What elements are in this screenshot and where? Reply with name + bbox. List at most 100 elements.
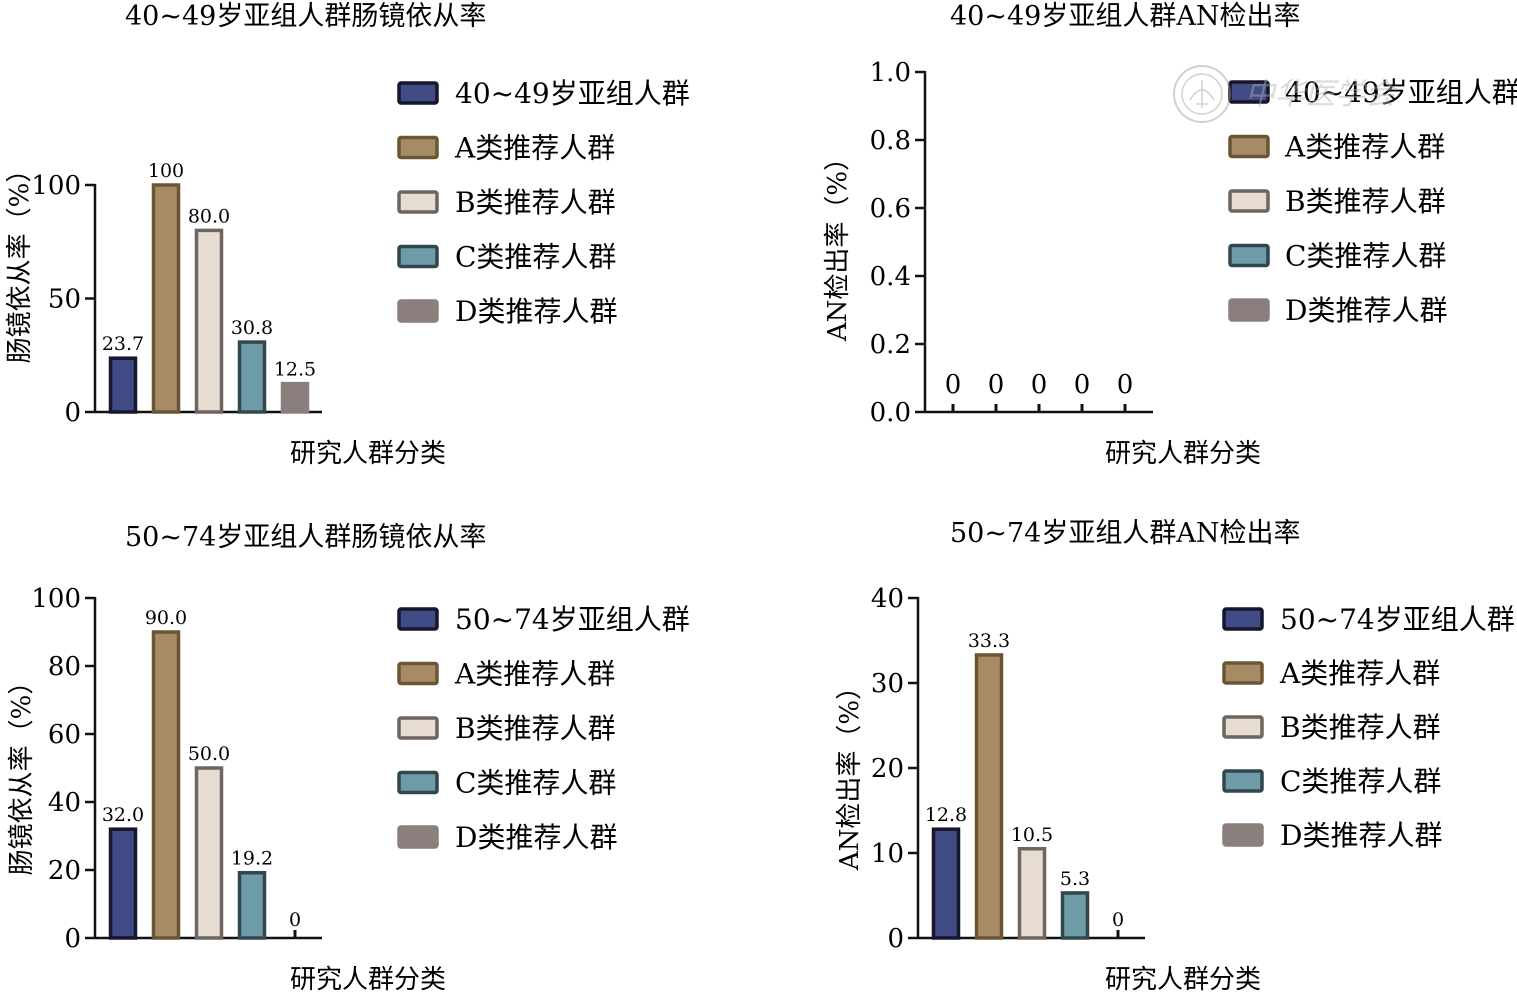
x-axis-label: 研究人群分类 — [1105, 439, 1261, 469]
y-tick-label: 40 — [871, 584, 904, 614]
chart-panel-2: 40~49岁亚组人群AN检出率 0.0 0.2 0.4 0.6 0.8 1.0 AN检出率（%… — [823, 1, 1517, 469]
y-tick-label: 0.0 — [870, 398, 911, 428]
y-tick-label: 40 — [48, 788, 81, 818]
chart-panel-3: 50~74岁亚组人群肠镜依从率 0 20 40 60 80 100 肠镜依从率（%） 研究人群分… — [7, 522, 690, 993]
watermark-text: 中华医学会 — [1245, 77, 1398, 112]
legend-label-4: C类推荐人群 — [455, 241, 616, 274]
chart-title: 50~74岁亚组人群肠镜依从率 — [125, 522, 486, 553]
y-axis-label: 肠镜依从率（%） — [7, 669, 37, 876]
bar-value-label: 0 — [289, 909, 301, 931]
chart-title: 40~49岁亚组人群肠镜依从率 — [125, 1, 486, 32]
y-tick-label: 20 — [871, 754, 904, 784]
y-tick-label: 0.8 — [870, 126, 911, 156]
bar-value-label: 19.2 — [231, 848, 273, 870]
legend-swatch-5 — [1222, 823, 1264, 847]
bar-value-label: 33.3 — [968, 630, 1010, 652]
bar-4 — [237, 870, 267, 940]
bar-value-label: 90.0 — [145, 607, 187, 629]
legend-swatch-1 — [397, 607, 439, 631]
y-tick-label: 10 — [871, 839, 904, 869]
bar-value-label: 80.0 — [188, 205, 230, 227]
y-tick-label: 0.6 — [870, 194, 911, 224]
y-axis-label: 肠镜依从率（%） — [5, 157, 35, 364]
legend-swatch-3 — [397, 716, 439, 740]
legend-label-4: C类推荐人群 — [1285, 240, 1446, 273]
bar-value-label: 0 — [945, 370, 962, 400]
y-tick-label: 50 — [48, 285, 81, 315]
bar-value-label: 0 — [988, 370, 1005, 400]
legend-label-2: A类推荐人群 — [1279, 657, 1440, 690]
chart-title: 50~74岁亚组人群AN检出率 — [950, 518, 1300, 549]
bar-value-label: 5.3 — [1060, 868, 1090, 890]
watermark: 中华医学会 — [1173, 65, 1398, 123]
y-tick-label: 30 — [871, 669, 904, 699]
legend-label-5: D类推荐人群 — [1285, 294, 1447, 327]
bar-value-label: 23.7 — [102, 333, 144, 355]
bar-value-label: 0 — [1074, 370, 1091, 400]
legend-swatch-4 — [1228, 243, 1270, 268]
legend-label-5: D类推荐人群 — [1280, 819, 1442, 852]
y-tick-label: 0 — [64, 398, 81, 428]
legend-swatch-5 — [397, 299, 439, 323]
legend-label-1: 40~49岁亚组人群 — [455, 77, 690, 110]
legend-swatch-1 — [1228, 80, 1270, 104]
y-tick-label: 60 — [48, 720, 81, 750]
bar-value-label: 0 — [1031, 370, 1048, 400]
bar-5 — [280, 381, 310, 414]
legend-label-4: C类推荐人群 — [1280, 765, 1441, 798]
bar-value-label: 0 — [1117, 370, 1134, 400]
legend-label-2: A类推荐人群 — [1284, 131, 1445, 164]
bar-value-label: 12.8 — [925, 804, 967, 826]
y-tick-label: 0 — [887, 924, 904, 954]
bar-3 — [194, 228, 224, 414]
y-tick-label: 80 — [48, 652, 81, 682]
legend-label-3: B类推荐人群 — [455, 186, 616, 219]
legend-swatch-1 — [1222, 607, 1264, 631]
bar-3 — [1017, 847, 1047, 940]
legend-label-5: D类推荐人群 — [455, 821, 617, 854]
bar-1 — [108, 356, 138, 414]
y-tick-label: 20 — [48, 856, 81, 886]
legend-swatch-4 — [397, 244, 439, 269]
bar-value-label: 100 — [148, 160, 184, 182]
legend-label-3: B类推荐人群 — [1280, 711, 1441, 744]
legend-swatch-4 — [1222, 769, 1264, 793]
legend-label-1: 40~49岁亚组人群 — [1285, 76, 1517, 109]
chart-title: 40~49岁亚组人群AN检出率 — [950, 1, 1300, 32]
legend-label-5: D类推荐人群 — [455, 295, 617, 328]
y-tick-label: 100 — [31, 584, 81, 614]
x-axis-label: 研究人群分类 — [1105, 965, 1261, 993]
bar-2 — [974, 653, 1004, 940]
y-axis-label: AN检出率（%） — [823, 145, 853, 342]
y-tick-label: 1.0 — [870, 58, 911, 88]
legend-swatch-3 — [1228, 189, 1270, 213]
legend-label-4: C类推荐人群 — [455, 767, 616, 800]
bar-value-label: 10.5 — [1011, 824, 1053, 846]
legend-label-2: A类推荐人群 — [454, 132, 615, 165]
chart-panel-1: 40~49岁亚组人群肠镜依从率050100肠镜依从率（%）研究人群分类23.71… — [5, 1, 690, 469]
legend-label-1: 50~74岁亚组人群 — [455, 603, 690, 636]
bar-3 — [194, 766, 224, 940]
bar-4 — [1060, 891, 1090, 940]
y-tick-label: 100 — [31, 171, 81, 201]
y-tick-label: 0.4 — [870, 262, 911, 292]
seal-emblem-icon — [1173, 65, 1231, 123]
legend-label-3: B类推荐人群 — [455, 712, 616, 745]
y-tick-label: 0.2 — [870, 330, 911, 360]
legend-swatch-2 — [397, 661, 439, 686]
x-axis-label: 研究人群分类 — [290, 965, 446, 993]
bar-value-label: 50.0 — [188, 743, 230, 765]
bar-4 — [237, 340, 267, 414]
y-axis-label: AN检出率（%） — [835, 674, 865, 871]
legend-swatch-4 — [397, 770, 439, 795]
legend-swatch-3 — [1222, 715, 1264, 739]
bar-2 — [151, 630, 181, 940]
legend-swatch-1 — [397, 81, 439, 105]
bar-value-label: 32.0 — [102, 804, 144, 826]
legend-swatch-2 — [397, 135, 439, 160]
legend-swatch-5 — [397, 825, 439, 849]
legend-label-1: 50~74岁亚组人群 — [1280, 603, 1515, 636]
chart-panel-4: 50~74岁亚组人群AN检出率 0 10 20 30 40 AN检出率（%） 研究人群分类 12… — [835, 518, 1515, 993]
bar-1 — [108, 827, 138, 940]
